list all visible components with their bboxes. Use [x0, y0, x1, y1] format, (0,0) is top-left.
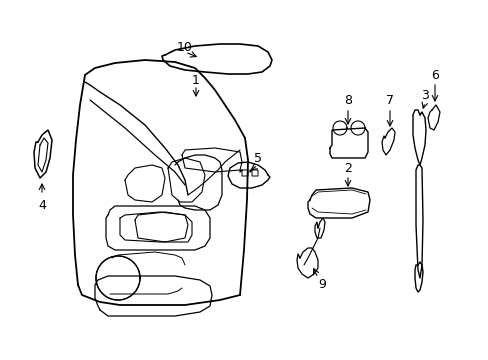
- Text: 6: 6: [430, 68, 438, 81]
- Text: 3: 3: [420, 89, 428, 102]
- Text: 9: 9: [317, 279, 325, 292]
- Text: 4: 4: [38, 198, 46, 212]
- Text: 10: 10: [177, 41, 193, 54]
- Text: 8: 8: [343, 94, 351, 107]
- Text: 1: 1: [192, 73, 200, 86]
- Text: 5: 5: [253, 152, 262, 165]
- Text: 7: 7: [385, 94, 393, 107]
- Text: 2: 2: [344, 162, 351, 175]
